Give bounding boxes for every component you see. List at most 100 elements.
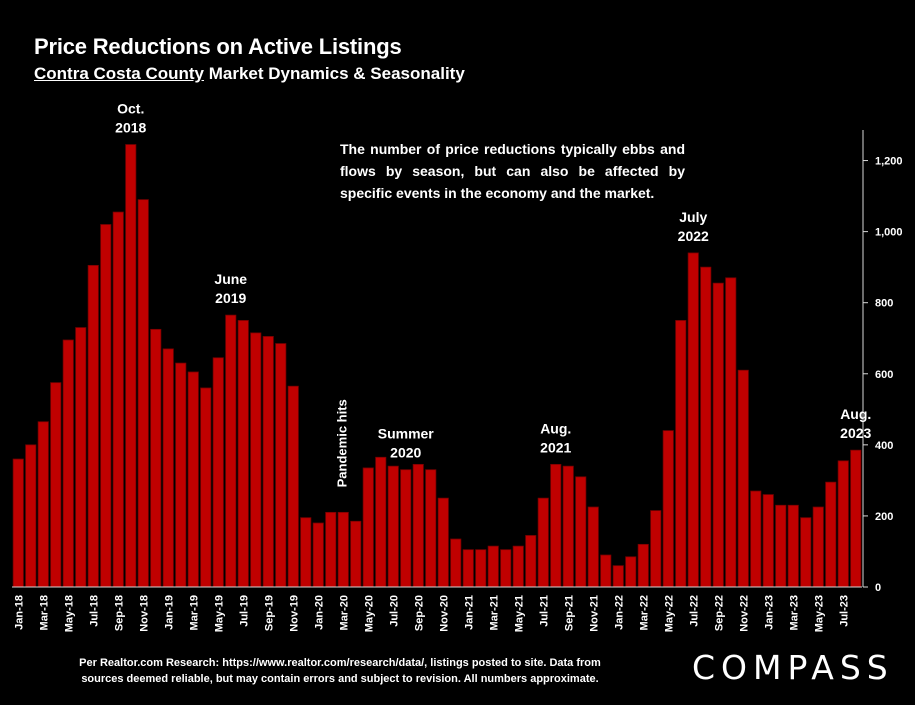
footnote-line-1: Per Realtor.com Research: https://www.re… [79, 657, 601, 669]
bar-Nov-18 [137, 199, 149, 588]
bar-Sep-19 [262, 336, 274, 588]
bar-Apr-19 [200, 387, 212, 588]
x-tick-label: May-20 [363, 595, 375, 632]
bar-Jul-23 [837, 460, 849, 588]
x-tick-label: Mar-21 [488, 595, 500, 630]
subtitle-county: Contra Costa County [34, 64, 204, 83]
x-tick-label: Sep-19 [263, 595, 275, 631]
bar-Jun-18 [75, 327, 87, 588]
bar-Mar-21 [487, 545, 499, 588]
x-tick-label: Jan-22 [613, 595, 625, 630]
bar-Jul-21 [537, 497, 549, 588]
bar-Sep-18 [112, 211, 124, 588]
chart-title: Price Reductions on Active Listings [34, 34, 402, 59]
bar-Apr-20 [350, 520, 362, 588]
bar-Nov-20 [437, 497, 449, 588]
y-tick-label: 800 [875, 298, 893, 310]
x-tick-label: Mar-19 [188, 595, 200, 630]
bar-Jul-22 [687, 252, 699, 588]
annotation-label: Aug. [840, 406, 871, 422]
bar-Jun-19 [225, 314, 237, 588]
bar-Feb-21 [475, 549, 487, 588]
bar-Dec-20 [450, 538, 462, 588]
bar-Apr-18 [50, 382, 62, 588]
x-tick-label: Mar-18 [38, 595, 50, 630]
x-tick-label: May-18 [63, 595, 75, 632]
x-tick-label: Nov-20 [438, 595, 450, 632]
bar-Oct-21 [575, 476, 587, 588]
bar-Oct-19 [275, 343, 287, 588]
bar-Jan-21 [462, 549, 474, 588]
y-tick-label: 0 [875, 582, 881, 594]
chart-subtitle: Contra Costa County Market Dynamics & Se… [34, 64, 465, 84]
annotation-label: 2022 [678, 228, 709, 244]
bar-Dec-21 [600, 554, 612, 588]
bar-Dec-22 [750, 490, 762, 588]
bar-Aug-23 [850, 449, 862, 588]
x-tick-label: Sep-22 [713, 595, 725, 631]
annotation-label: 2019 [215, 290, 246, 306]
bar-May-22 [662, 430, 674, 588]
bar-Sep-21 [562, 465, 574, 588]
bar-Oct-20 [425, 469, 437, 588]
bar-Nov-19 [287, 385, 299, 588]
bar-Mar-23 [787, 504, 799, 588]
x-tick-label: Jul-23 [838, 595, 850, 627]
x-tick-label: Jul-21 [538, 595, 550, 627]
bar-Aug-18 [100, 224, 112, 588]
bar-Apr-23 [800, 517, 812, 588]
y-tick-label: 400 [875, 440, 893, 452]
bar-Jan-20 [312, 522, 324, 588]
bar-Sep-20 [412, 463, 424, 588]
bar-Mar-22 [637, 543, 649, 588]
x-tick-label: Jul-19 [238, 595, 250, 627]
bar-May-18 [62, 339, 74, 588]
bar-Feb-23 [775, 504, 787, 588]
x-tick-label: Nov-22 [738, 595, 750, 632]
bar-Aug-19 [250, 332, 262, 588]
bar-Jul-18 [87, 264, 99, 588]
bar-Jan-19 [162, 348, 174, 588]
subtitle-rest: Market Dynamics & Seasonality [204, 64, 465, 83]
x-tick-label: Jan-21 [463, 595, 475, 630]
bar-Sep-22 [712, 282, 724, 588]
x-tick-label: May-23 [813, 595, 825, 632]
annotation-label: Pandemic hits [334, 399, 349, 487]
x-tick-label: Sep-20 [413, 595, 425, 631]
bar-Jul-20 [387, 465, 399, 588]
x-tick-label: May-22 [663, 595, 675, 632]
y-tick-label: 200 [875, 511, 893, 523]
annotation-label: Summer [378, 426, 435, 442]
y-tick-label: 1,000 [875, 227, 903, 239]
annotation-label: Aug. [540, 420, 571, 436]
bar-Aug-22 [700, 266, 712, 588]
bar-Oct-22 [725, 277, 737, 588]
x-tick-label: May-19 [213, 595, 225, 632]
bar-Jan-22 [612, 565, 624, 588]
annotation-label: July [679, 209, 707, 225]
bar-Apr-21 [500, 549, 512, 588]
bar-Feb-22 [625, 556, 637, 588]
bar-Dec-18 [150, 328, 162, 588]
bar-May-20 [362, 467, 374, 588]
bar-Feb-19 [175, 362, 187, 588]
x-tick-label: Jul-22 [688, 595, 700, 627]
footnote-line-2: sources deemed reliable, but may contain… [81, 673, 599, 685]
x-tick-label: Nov-18 [138, 595, 150, 632]
x-tick-label: Mar-20 [338, 595, 350, 630]
annotation-label: 2018 [115, 120, 146, 136]
bar-May-21 [512, 545, 524, 588]
x-tick-label: Mar-23 [788, 595, 800, 630]
x-tick-label: Jan-20 [313, 595, 325, 630]
compass-logo: COMPASS [692, 648, 894, 687]
annotation-label: 2021 [540, 439, 571, 455]
x-tick-label: Sep-18 [113, 595, 125, 631]
bar-Jul-19 [237, 320, 249, 588]
bar-Oct-18 [125, 144, 137, 588]
source-footnote: Per Realtor.com Research: https://www.re… [60, 655, 620, 687]
x-tick-label: May-21 [513, 595, 525, 632]
bar-Mar-19 [187, 371, 199, 588]
y-tick-label: 1,200 [875, 156, 903, 168]
x-tick-label: Jan-19 [163, 595, 175, 630]
